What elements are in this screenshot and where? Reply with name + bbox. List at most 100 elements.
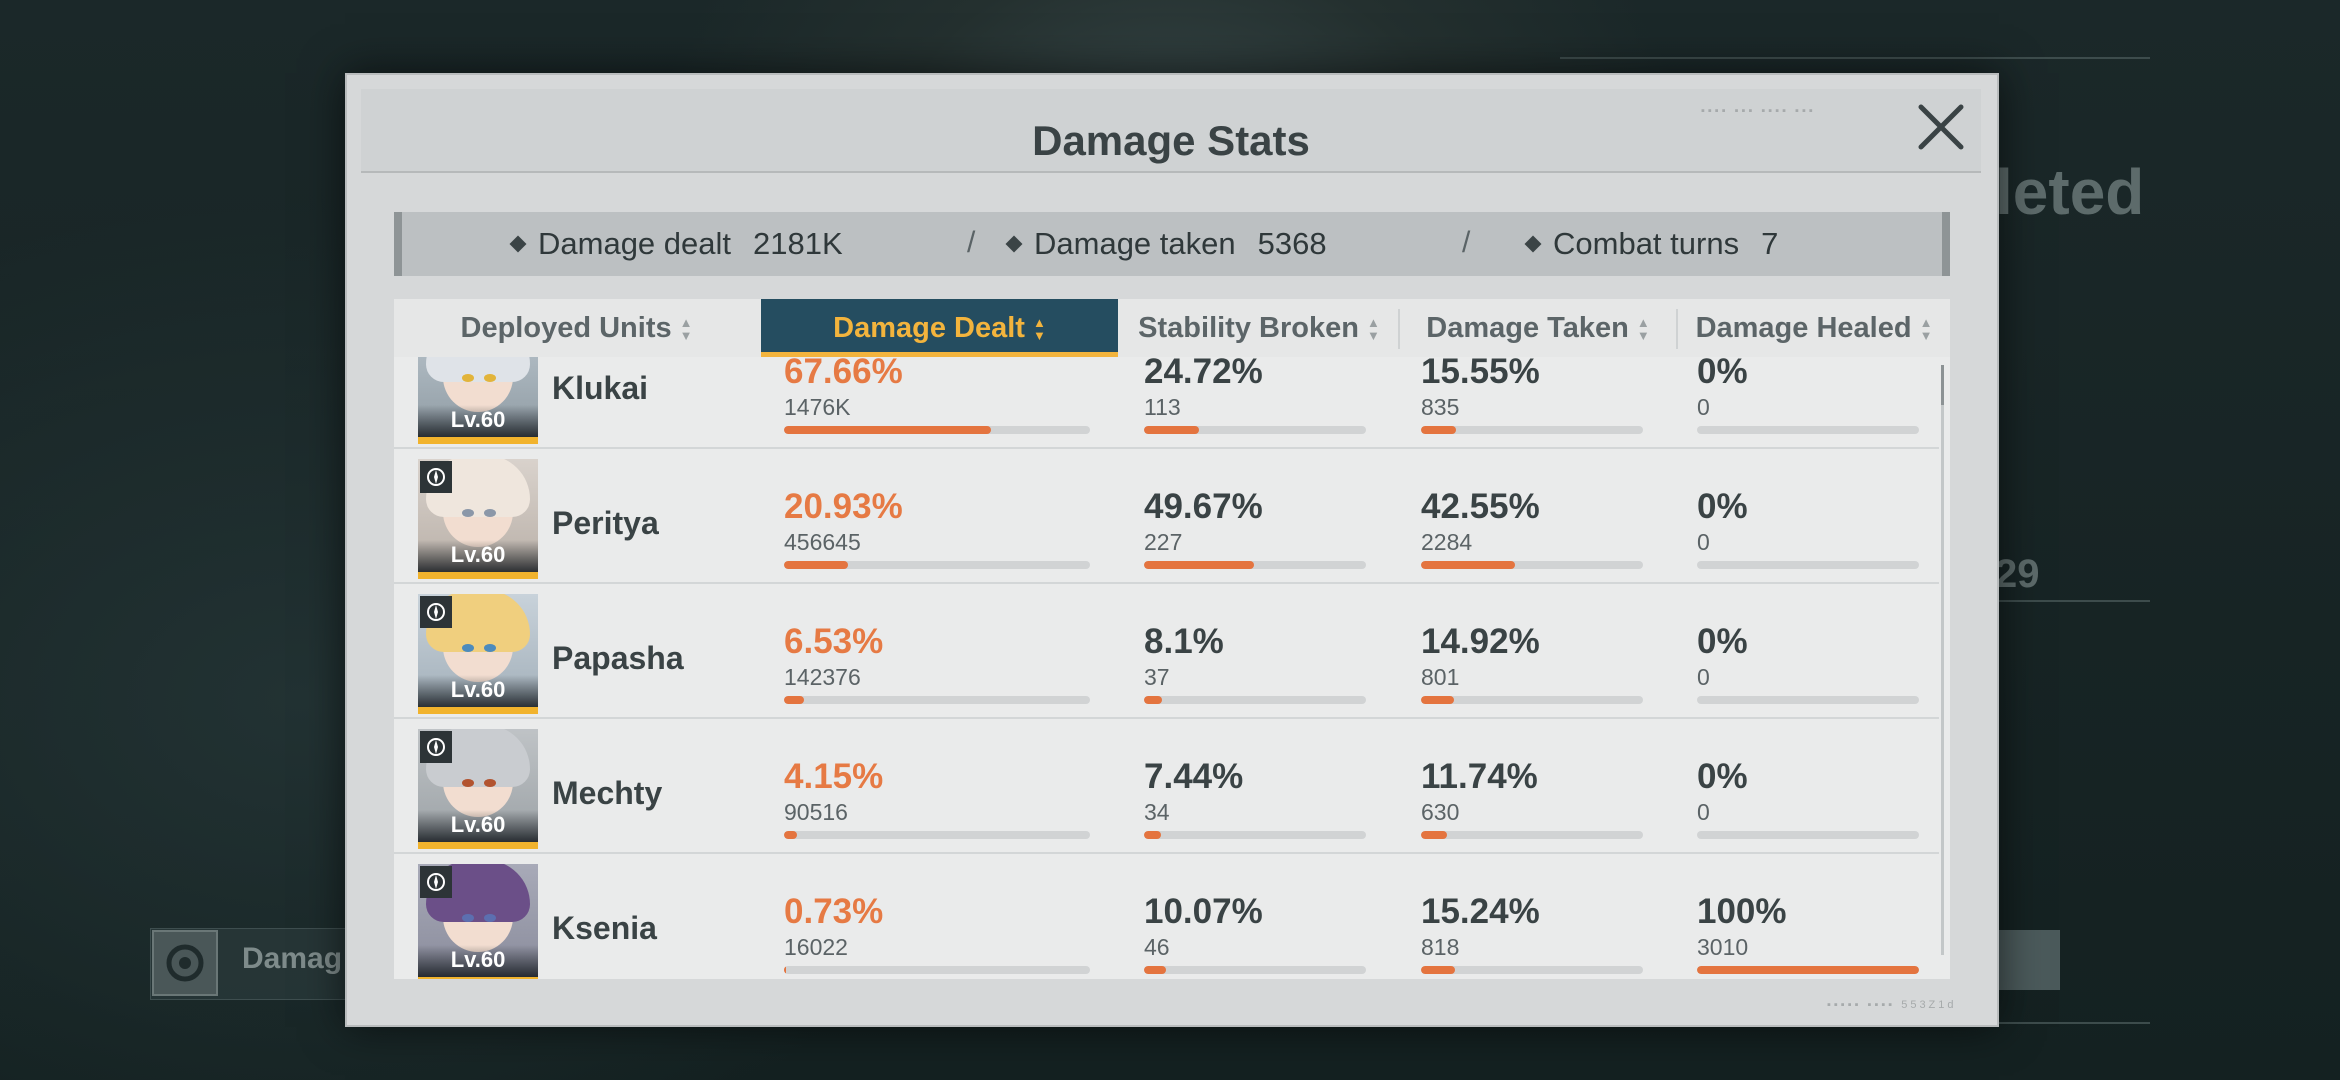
close-button[interactable] xyxy=(1913,99,1969,155)
table-row[interactable]: Lv.60 Papasha 6.53% 142376 8.1% 37 14.92% 801 0%… xyxy=(394,582,1939,719)
damage-dealt-bar-fill xyxy=(784,426,992,434)
damage-dealt-value: 456645 xyxy=(784,529,861,555)
table-scrollbar[interactable] xyxy=(1941,365,1944,955)
background-damage-label: Damag xyxy=(242,942,343,975)
damage-taken-value: 818 xyxy=(1421,934,1460,960)
column-header-label: Damage Taken xyxy=(1426,312,1629,344)
damage-dealt-bar-fill xyxy=(784,561,849,569)
class-badge-icon xyxy=(420,866,452,898)
stability-broken-bar xyxy=(1144,966,1366,974)
avatar-eye xyxy=(462,914,474,922)
damage-healed-value: 0 xyxy=(1697,799,1710,825)
unit-level: Lv.60 xyxy=(418,810,538,842)
damage-taken-bar xyxy=(1421,426,1643,434)
column-header-damage-healed[interactable]: Damage Healed ▲ ▼ xyxy=(1678,299,1950,357)
damage-taken-value: 835 xyxy=(1421,394,1460,420)
unit-name: Ksenia xyxy=(552,910,657,946)
damage-healed-value: 0 xyxy=(1697,664,1710,690)
diamond-icon xyxy=(1005,235,1023,253)
close-icon xyxy=(1918,104,1964,150)
column-header-stability-broken[interactable]: Stability Broken ▲ ▼ xyxy=(1120,299,1398,357)
damage-healed-bar xyxy=(1697,696,1919,704)
unit-avatar[interactable]: Lv.60 xyxy=(418,594,538,714)
background-number: 29 xyxy=(1995,552,2040,596)
sort-arrows-icon: ▲ ▼ xyxy=(1919,315,1933,344)
damage-dealt-value: 16022 xyxy=(784,934,848,960)
damage-dealt-bar xyxy=(784,696,1090,704)
damage-healed-bar xyxy=(1697,426,1919,434)
damage-healed-percent: 0% xyxy=(1697,352,1748,391)
avatar-eye xyxy=(462,644,474,652)
decorative-marks: ▪▪▪▪▪ ▪▪▪▪ 553Z1d xyxy=(1827,999,1957,1011)
column-header-damage-dealt[interactable]: Damage Dealt ▲ ▼ xyxy=(761,299,1118,357)
column-header-label: Stability Broken xyxy=(1138,312,1359,344)
table-rows[interactable]: Lv.60 Klukai 67.66% 1476K 24.72% 113 15.55% 835… xyxy=(394,299,1950,979)
summary-damage-dealt: Damage dealt 2181K xyxy=(509,226,843,262)
class-badge-icon xyxy=(420,596,452,628)
damage-dealt-percent: 6.53% xyxy=(784,622,884,661)
avatar-eye xyxy=(484,914,496,922)
unit-avatar[interactable]: Lv.60 xyxy=(418,864,538,979)
stability-broken-percent: 10.07% xyxy=(1144,892,1263,931)
damage-taken-percent: 11.74% xyxy=(1421,757,1538,796)
avatar-eye xyxy=(462,374,474,382)
damage-healed-bar xyxy=(1697,966,1919,974)
damage-taken-percent: 15.55% xyxy=(1421,352,1540,391)
table-row[interactable]: Lv.60 Mechty 4.15% 90516 7.44% 34 11.74% 630 0% 0 xyxy=(394,717,1939,854)
summary-label: Combat turns xyxy=(1553,226,1740,261)
modal-titlebar: Damage Stats ▪▪▪▪ ▪▪▪ ▪▪▪▪ ▪▪▪ xyxy=(361,89,1981,173)
damage-taken-value: 801 xyxy=(1421,664,1460,690)
scrollbar-thumb[interactable] xyxy=(1941,365,1944,405)
table-row[interactable]: Lv.60 Peritya 20.93% 456645 49.67% 227 42.55% 2… xyxy=(394,447,1939,584)
damage-taken-bar xyxy=(1421,966,1643,974)
damage-dealt-bar xyxy=(784,426,1090,434)
column-header-deployed-units[interactable]: Deployed Units ▲ ▼ xyxy=(394,299,759,357)
summary-value: 7 xyxy=(1761,226,1779,261)
class-badge-icon xyxy=(420,461,452,493)
stats-table: Lv.60 Klukai 67.66% 1476K 24.72% 113 15.55% 835… xyxy=(394,299,1950,979)
diamond-icon xyxy=(509,235,527,253)
diamond-icon xyxy=(1524,235,1542,253)
damage-taken-bar-fill xyxy=(1421,966,1455,974)
stability-broken-value: 37 xyxy=(1144,664,1170,690)
stability-broken-percent: 7.44% xyxy=(1144,757,1244,796)
unit-avatar[interactable]: Lv.60 xyxy=(418,459,538,579)
avatar-eye xyxy=(484,779,496,787)
unit-level: Lv.60 xyxy=(418,405,538,437)
damage-healed-percent: 100% xyxy=(1697,892,1787,931)
stability-broken-value: 46 xyxy=(1144,934,1170,960)
column-header-label: Damage Dealt xyxy=(833,312,1025,344)
damage-dealt-bar xyxy=(784,561,1090,569)
column-header-damage-taken[interactable]: Damage Taken ▲ ▼ xyxy=(1400,299,1676,357)
damage-taken-bar xyxy=(1421,696,1643,704)
background-heading: leted xyxy=(1995,156,2145,228)
summary-separator: / xyxy=(967,226,976,259)
unit-avatar[interactable]: Lv.60 xyxy=(418,729,538,849)
stability-broken-bar xyxy=(1144,696,1366,704)
sort-arrows-icon: ▲ ▼ xyxy=(679,315,693,344)
damage-taken-bar xyxy=(1421,561,1643,569)
background-button xyxy=(1990,930,2060,990)
unit-name: Papasha xyxy=(552,640,684,676)
column-header-label: Damage Healed xyxy=(1695,312,1912,344)
sort-arrows-icon: ▲ ▼ xyxy=(1366,315,1380,344)
damage-dealt-bar-fill xyxy=(784,696,804,704)
decorative-marks: ▪▪▪▪ ▪▪▪ ▪▪▪▪ ▪▪▪ xyxy=(1701,105,1816,117)
damage-dealt-value: 142376 xyxy=(784,664,861,690)
table-row[interactable]: Lv.60 Ksenia 0.73% 16022 10.07% 46 15.24% 818 10… xyxy=(394,852,1939,979)
avatar-eye xyxy=(462,509,474,517)
damage-taken-percent: 42.55% xyxy=(1421,487,1540,526)
damage-dealt-percent: 67.66% xyxy=(784,352,903,391)
summary-value: 2181K xyxy=(753,226,843,261)
avatar-eye xyxy=(484,374,496,382)
damage-taken-bar xyxy=(1421,831,1643,839)
background-divider xyxy=(1560,57,2150,59)
unit-level: Lv.60 xyxy=(418,945,538,977)
damage-taken-percent: 14.92% xyxy=(1421,622,1540,661)
class-badge-icon xyxy=(420,731,452,763)
stability-broken-bar xyxy=(1144,561,1366,569)
summary-value: 5368 xyxy=(1257,226,1327,261)
summary-label: Damage taken xyxy=(1034,226,1236,261)
damage-healed-value: 0 xyxy=(1697,529,1710,555)
damage-healed-value: 0 xyxy=(1697,394,1710,420)
